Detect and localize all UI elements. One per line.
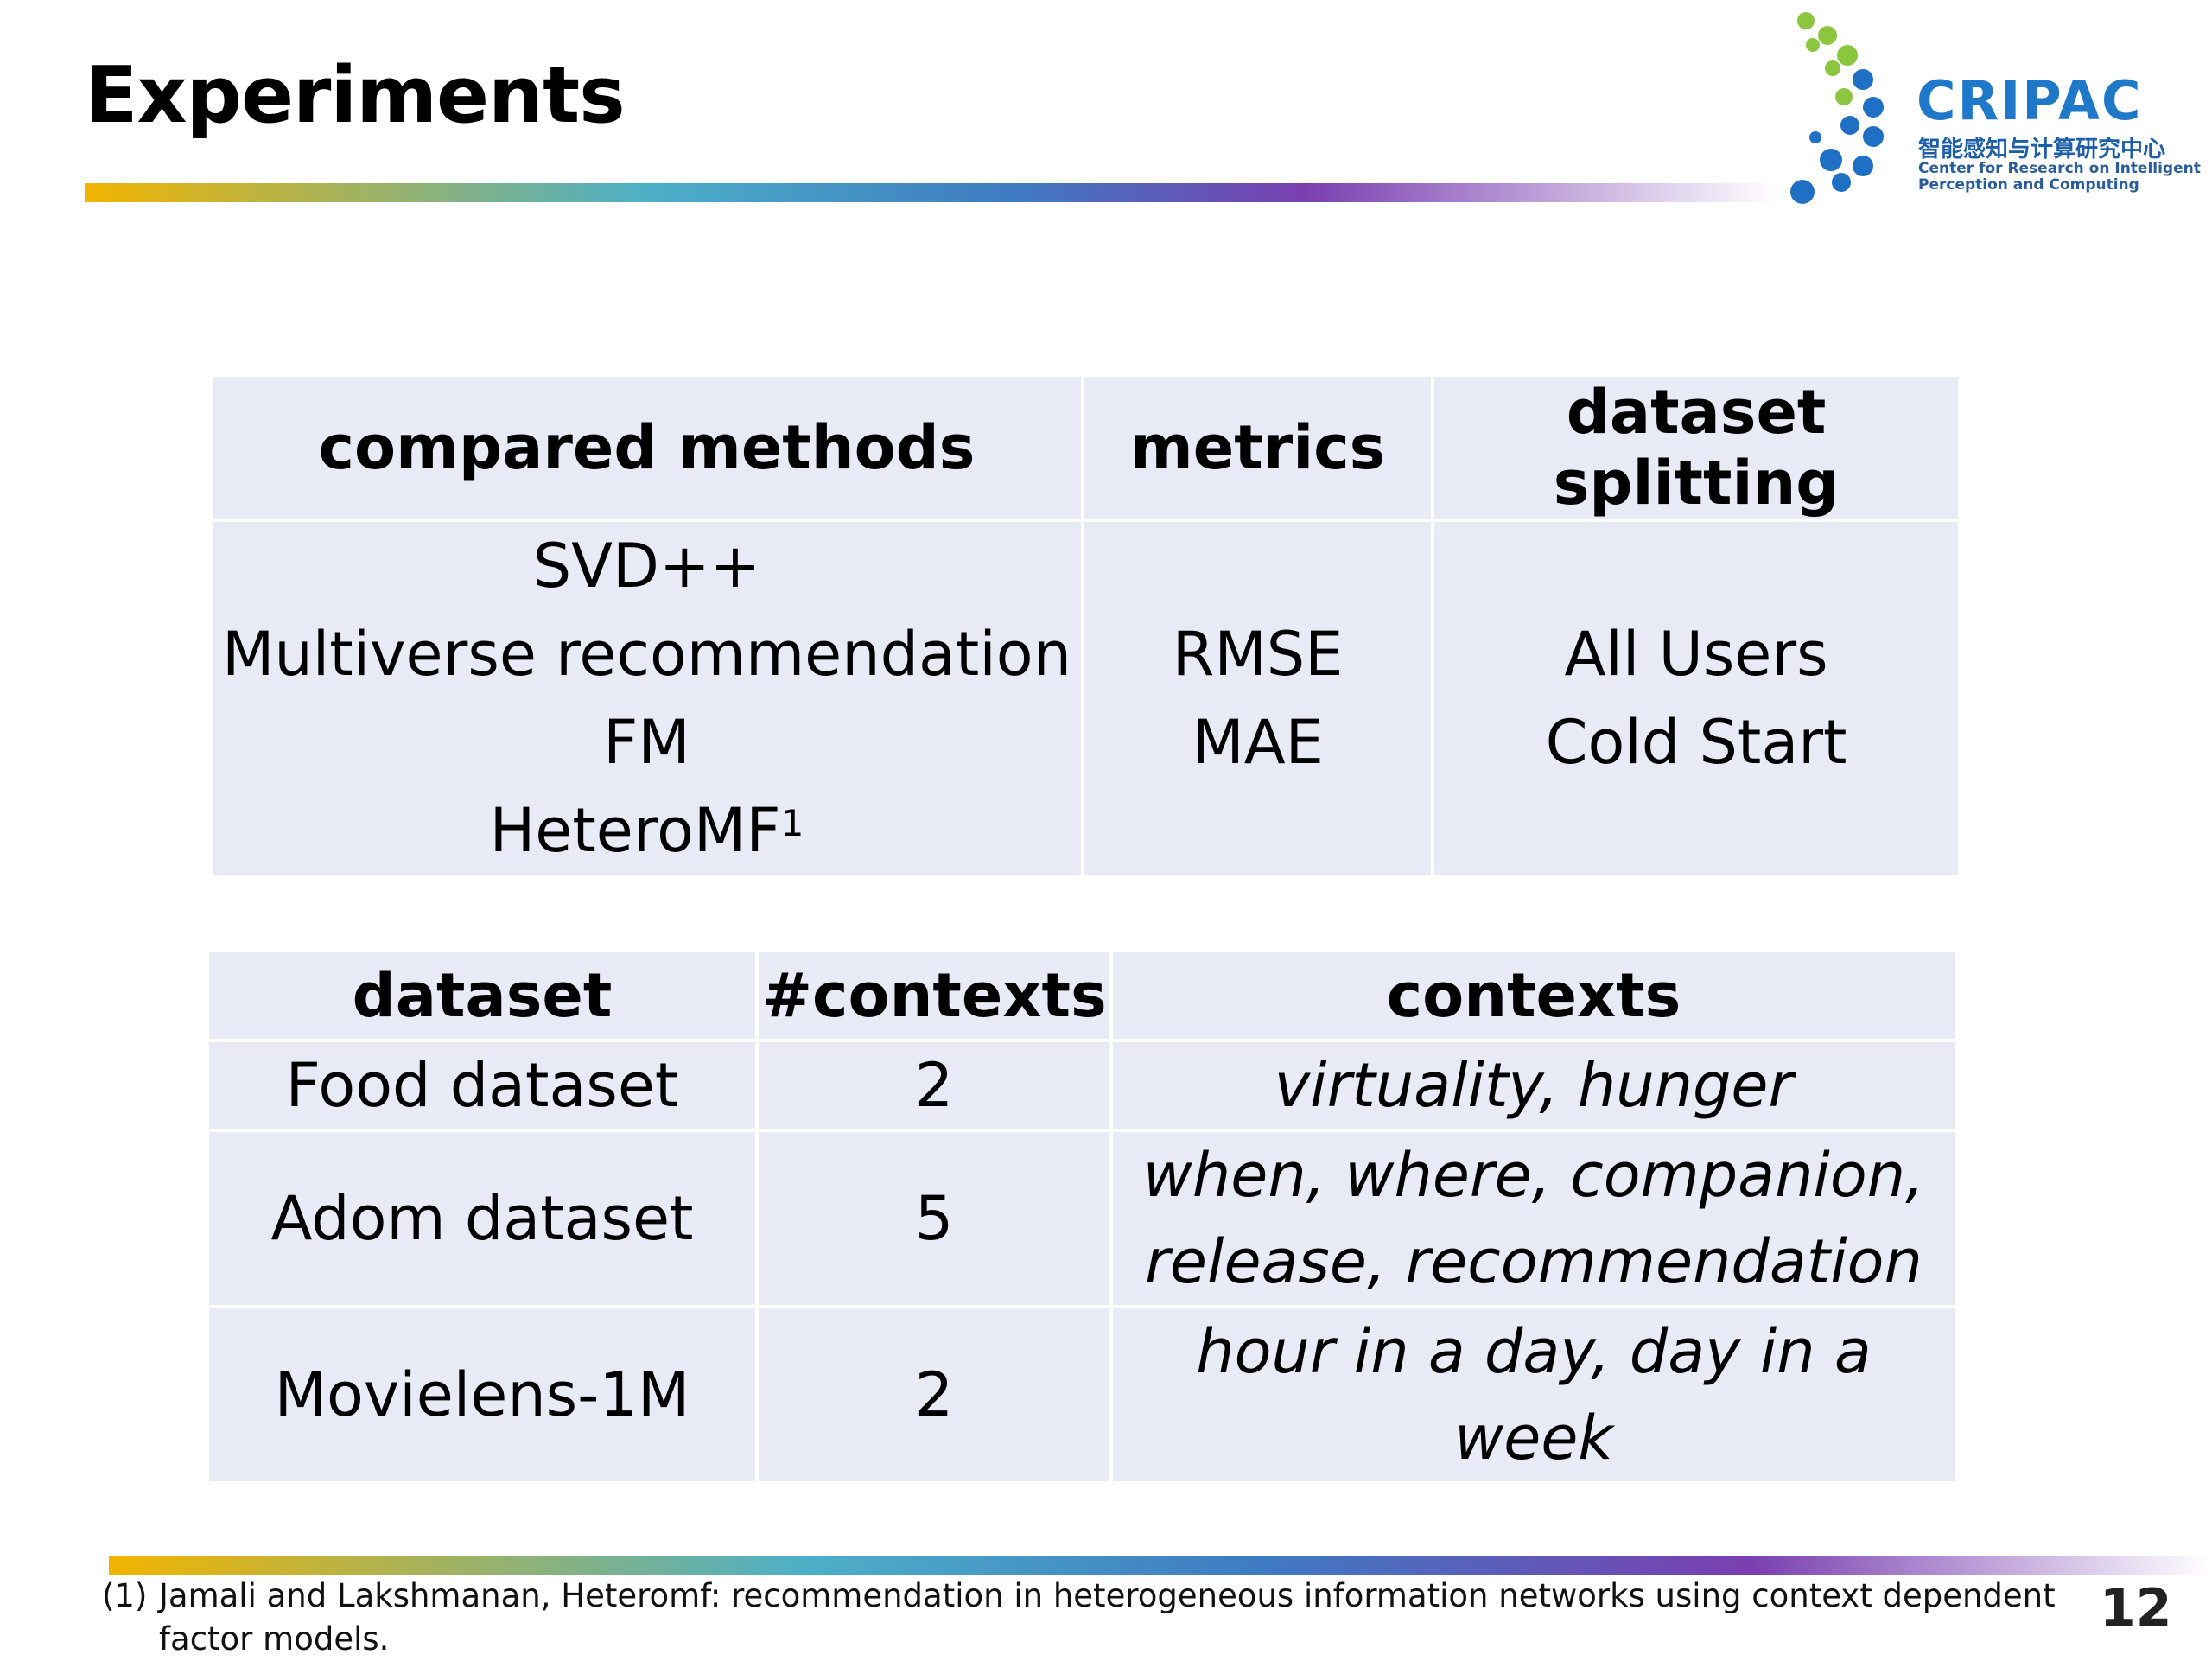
context-list: hour in a day, day in a week [1113,1308,1955,1481]
footnote-text: Jamali and Lakshmanan, Heteromf: recomme… [159,1577,2056,1658]
slide-title: Experiments [85,50,626,141]
header-dataset-splitting: dataset splitting [1434,377,1958,519]
split-cold-start: Cold Start [1545,707,1847,778]
dataset-name: Movielens-1M [209,1308,755,1481]
metric-mae: MAE [1192,707,1324,778]
header-metrics: metrics [1084,377,1432,519]
context-count: 5 [759,1132,1109,1305]
split-all-users: All Users [1564,619,1828,690]
method-heteromf: HeteroMF1 [489,795,804,866]
header-dataset: dataset [209,952,755,1039]
cripac-logo: CRIPAC 智能感知与计算研究中心 Center for Research o… [1780,0,2212,251]
context-list: virtuality, hunger [1113,1042,1955,1129]
logo-english-name: Center for Research on Intelligent Perce… [1918,160,2201,194]
context-list: when, where, companion, release, recomme… [1113,1132,1955,1305]
header-compared-methods: compared methods [213,377,1081,519]
footer-gradient-rule [109,1556,2212,1575]
footnote-ref: 1 [780,802,804,844]
page-number: 12 [2100,1578,2172,1639]
logo-chinese-name: 智能感知与计算研究中心 [1918,137,2166,162]
header-contexts: contexts [1113,952,1955,1039]
dataset-name: Food dataset [209,1042,755,1129]
compared-methods-cell: SVD++ Multiverse recommendation FM Heter… [213,522,1081,875]
logo-name: CRIPAC [1916,69,2143,132]
context-count: 2 [759,1042,1109,1129]
datasets-table: dataset #contexts contexts Food dataset … [206,949,1958,1485]
method-svdpp: SVD++ [532,531,761,601]
title-gradient-rule [85,183,1778,202]
table-row: Food dataset 2 virtuality, hunger [209,1042,1955,1129]
footnote-number: (1) [102,1577,148,1614]
dataset-splitting-cell: All Users Cold Start [1434,522,1958,875]
methods-metrics-table: compared methods metrics dataset splitti… [209,373,1961,878]
metrics-cell: RMSE MAE [1084,522,1432,875]
method-multiverse: Multiverse recommendation [221,619,1071,690]
table-row: Movielens-1M 2 hour in a day, day in a w… [209,1308,1955,1481]
header-num-contexts: #contexts [759,952,1109,1039]
context-count: 2 [759,1308,1109,1481]
dataset-name: Adom dataset [209,1132,755,1305]
method-fm: FM [603,707,690,778]
table-row: Adom dataset 5 when, where, companion, r… [209,1132,1955,1305]
metric-rmse: RMSE [1172,619,1344,690]
